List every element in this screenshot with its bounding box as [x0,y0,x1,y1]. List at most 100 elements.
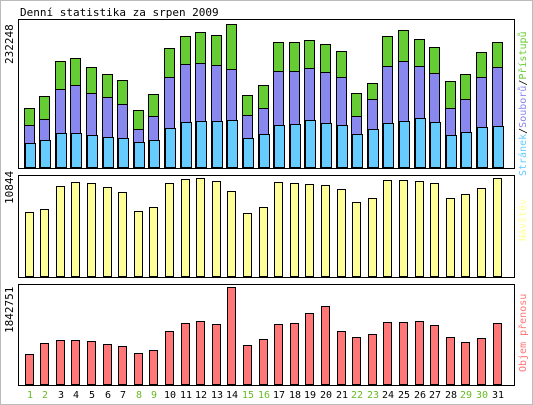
bar-kbytes-day-14 [227,287,236,385]
bar-pages-day-20 [321,123,332,168]
x-tick-label: 22 [351,390,363,401]
x-tick-label: 15 [242,390,254,401]
x-tick-label: 29 [460,390,472,401]
bar-kbytes-day-12 [196,321,205,385]
legend-visits: Návštěv [517,199,529,241]
bar-visits-day-4 [71,182,80,277]
x-tick-label: 18 [289,390,301,401]
bar-visits-day-31 [493,178,502,277]
bar-visits-day-30 [477,188,486,277]
x-tick-label: 25 [398,390,410,401]
bar-pages-day-5 [87,135,98,168]
bar-kbytes-day-15 [243,345,252,385]
bar-visits-day-3 [56,186,65,277]
bar-visits-day-23 [368,198,377,277]
x-tick-label: 19 [304,390,316,401]
panel-bottom-max-label: 1842751 [3,287,16,333]
bar-kbytes-day-20 [321,306,330,385]
legend-hits: Přístupů [517,31,529,79]
bar-pages-day-21 [337,125,348,168]
bar-kbytes-day-4 [71,340,80,385]
bar-pages-day-2 [40,140,51,168]
bar-kbytes-day-16 [259,339,268,385]
bar-visits-day-16 [259,207,268,277]
bar-pages-day-18 [290,124,301,168]
x-tick-label: 23 [367,390,379,401]
x-tick-label: 13 [211,390,223,401]
legend-separator-1: / [518,128,529,134]
bar-kbytes-day-6 [103,344,112,385]
x-tick-label: 7 [120,390,126,401]
bar-visits-day-25 [399,180,408,277]
bar-visits-day-26 [415,181,424,277]
x-tick-label: 17 [273,390,285,401]
bar-pages-day-22 [352,134,363,168]
bar-pages-day-7 [118,138,129,168]
bar-visits-day-8 [134,211,143,277]
bar-kbytes-day-21 [337,331,346,385]
bar-visits-day-22 [352,202,361,277]
bar-kbytes-day-28 [446,337,455,385]
bar-pages-day-19 [305,120,316,168]
legend-pages: Stránek [517,134,529,176]
bar-kbytes-day-2 [40,343,49,385]
bar-pages-day-4 [71,133,82,168]
x-tick-label: 12 [195,390,207,401]
bar-pages-day-9 [149,140,160,168]
bar-kbytes-day-5 [87,341,96,385]
bar-visits-day-13 [212,181,221,277]
bar-pages-day-15 [243,138,254,168]
x-tick-label: 16 [258,390,270,401]
bar-visits-day-15 [243,213,252,277]
x-tick-label: 14 [226,390,238,401]
x-tick-label: 27 [429,390,441,401]
panel-top-legend: Stránek/Souborů/Přístupů [517,31,529,176]
bar-kbytes-day-8 [134,353,143,385]
bar-pages-day-11 [181,122,192,168]
x-tick-label: 9 [151,390,157,401]
bar-visits-day-27 [430,183,439,277]
bar-kbytes-day-31 [493,323,502,385]
bar-visits-day-19 [305,184,314,277]
bar-pages-day-16 [259,134,270,168]
bar-pages-day-28 [446,135,457,168]
bar-pages-day-1 [25,143,36,168]
legend-kbytes: Objem přenosu [517,294,529,372]
bar-pages-day-24 [383,123,394,168]
panel-mid-max-label: 10844 [3,171,16,204]
bar-pages-day-3 [56,133,67,168]
bar-visits-day-17 [274,182,283,277]
bar-pages-day-17 [274,125,285,168]
x-tick-label: 26 [414,390,426,401]
x-tick-label: 11 [180,390,192,401]
bar-kbytes-day-22 [352,337,361,385]
x-tick-label: 4 [73,390,79,401]
x-tick-label: 10 [164,390,176,401]
bar-kbytes-day-25 [399,322,408,385]
x-tick-label: 30 [476,390,488,401]
bar-kbytes-day-7 [118,346,127,385]
bar-kbytes-day-19 [305,313,314,385]
bar-kbytes-day-10 [165,331,174,385]
x-tick-label: 6 [105,390,111,401]
bar-visits-day-7 [118,192,127,277]
x-axis-labels: 1 2 3 4 5 6 7 8 9 10 11 12 13 14 15 16 17 18 19 20 21 22 23 24 2… [27,390,504,401]
x-tick-label: 21 [336,390,348,401]
bar-visits-day-21 [337,189,346,277]
x-tick-label: 2 [42,390,48,401]
bar-kbytes-day-9 [149,350,158,385]
bar-visits-day-18 [290,183,299,277]
bar-visits-day-20 [321,185,330,277]
bar-kbytes-day-23 [368,334,377,385]
bar-kbytes-day-1 [25,354,34,385]
bar-pages-day-27 [430,122,441,168]
bar-kbytes-day-3 [56,340,65,385]
bar-kbytes-day-17 [274,324,283,385]
bar-visits-day-29 [461,194,470,277]
bar-pages-day-14 [227,120,238,168]
x-tick-label: 20 [320,390,332,401]
x-tick-label: 31 [492,390,504,401]
x-tick-label: 3 [58,390,64,401]
bar-visits-day-11 [181,179,190,277]
